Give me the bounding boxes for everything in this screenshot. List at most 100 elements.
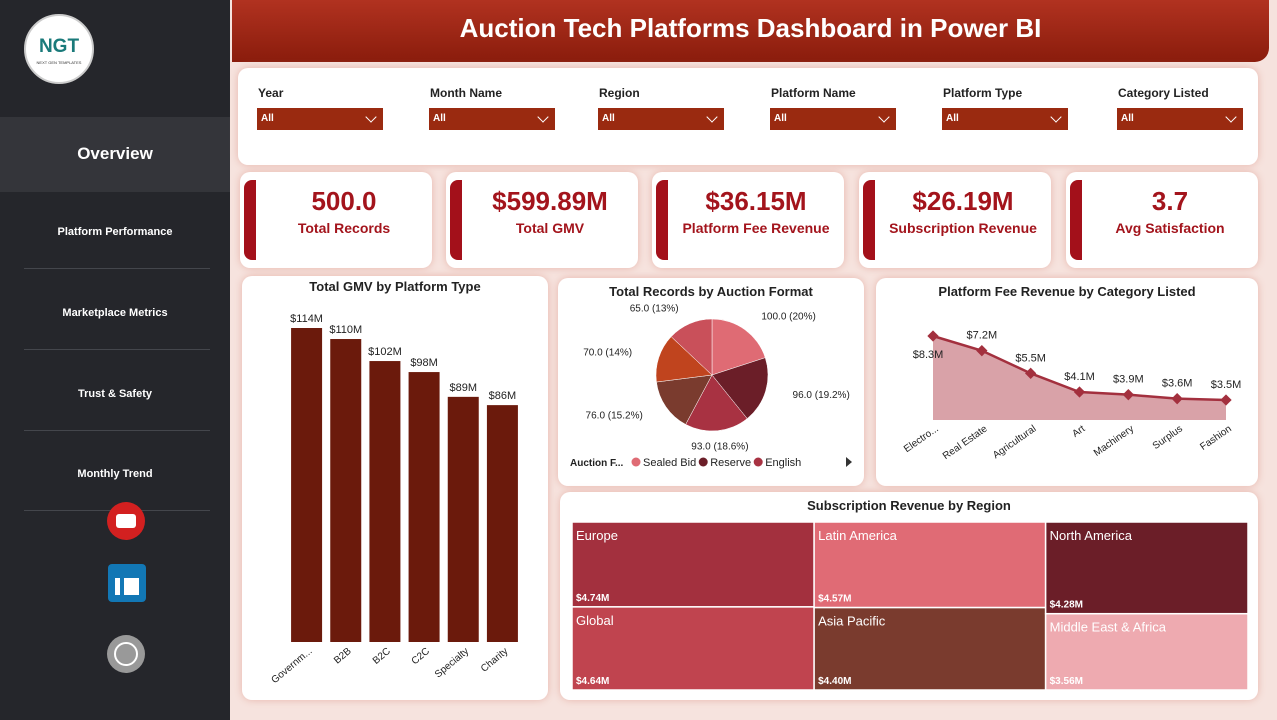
logo: NGT NEXT GEN TEMPLATES (24, 14, 94, 84)
data-label: 96.0 (19.2%) (793, 390, 850, 401)
kpi-card: $599.89M Total GMV (446, 172, 638, 268)
linkedin-glyph (124, 578, 139, 595)
bar (291, 328, 323, 642)
data-label: $110M (329, 324, 362, 336)
treemap-tile (1044, 521, 1249, 615)
data-label: $89M (449, 382, 477, 394)
data-label: $4.28M (1050, 600, 1083, 611)
chart-card: Total Records by Auction Format 100.0 (20… (558, 278, 864, 486)
tile-label: Latin America (818, 528, 898, 543)
kpi-accent (656, 180, 668, 260)
legend-arrow (846, 457, 852, 467)
data-label: $114M (290, 313, 323, 325)
data-label: $4.1M (1064, 371, 1095, 383)
data-label: $8.3M (913, 349, 944, 361)
legend-title: Auction F... (570, 458, 624, 469)
chart-card: Subscription Revenue by Region Europe $4.7… (560, 492, 1258, 700)
data-label: $3.6M (1162, 378, 1193, 390)
bar (447, 396, 479, 642)
tile-label: Asia Pacific (818, 614, 886, 629)
bar (408, 372, 440, 642)
kpi-accent (450, 180, 462, 260)
kpi-label: Subscription Revenue (889, 220, 1037, 236)
kpi-value: 500.0 (311, 186, 377, 216)
filter-dropdown[interactable]: All (942, 108, 1068, 130)
filter-dropdown[interactable]: All (1117, 108, 1243, 130)
data-label: $3.9M (1113, 374, 1144, 386)
area (933, 336, 1226, 420)
kpi-label: Total Records (297, 220, 391, 236)
data-label: $98M (410, 357, 438, 369)
point (1073, 386, 1086, 398)
x-tick-label: B2B (332, 646, 354, 667)
pie-slice (711, 357, 769, 419)
point (1220, 394, 1232, 406)
sidebar: NGT NEXT GEN TEMPLATES Overview Platform… (0, 0, 230, 720)
web-icon[interactable] (107, 635, 145, 673)
kpi-accent (244, 180, 256, 260)
x-tick-label: Real Estate (941, 423, 990, 462)
data-label: 100.0 (20%) (761, 311, 815, 322)
filter-label: Month Name (430, 86, 502, 100)
filter-dropdown[interactable]: All (598, 108, 724, 130)
x-tick-label: Machinery (1092, 423, 1136, 458)
data-label: 93.0 (18.6%) (691, 441, 748, 452)
kpi-value: $599.89M (492, 186, 608, 216)
chart-title: Total Records by Auction Format (609, 284, 813, 299)
tile-label: Global (576, 613, 614, 628)
data-label: $3.5M (1211, 379, 1242, 391)
nav-item[interactable]: Trust & Safety (78, 388, 152, 400)
legend-swatch (631, 457, 641, 467)
nav-item[interactable]: Platform Performance (57, 226, 173, 238)
kpi-value: 3.7 (1151, 186, 1189, 216)
x-tick-label: Fashion (1198, 423, 1233, 452)
chart: Total GMV by Platform Type $114M Governm..… (270, 279, 518, 686)
x-tick-label: Charity (479, 646, 510, 675)
treemap-tile (1044, 612, 1249, 691)
pie-slice (711, 318, 766, 376)
logo-text: NGT (38, 36, 80, 57)
kpi-accent (1070, 180, 1082, 260)
chart-title: Platform Fee Revenue by Category Listed (938, 284, 1195, 299)
nav-item[interactable]: Overview (77, 144, 153, 163)
chart-card: Platform Fee Revenue by Category Listed $… (876, 278, 1258, 486)
chart: Platform Fee Revenue by Category Listed $… (902, 284, 1242, 462)
x-tick-label: Electro... (902, 423, 941, 455)
kpi-value: $26.19M (912, 186, 1014, 216)
data-label: 65.0 (13%) (630, 304, 679, 315)
filter-label: Year (258, 86, 284, 100)
treemap-tile (813, 606, 1047, 691)
tile-label: Middle East & Africa (1050, 620, 1167, 635)
kpi-label: Platform Fee Revenue (682, 220, 830, 236)
x-tick-label: Surplus (1151, 423, 1185, 451)
filter-dropdown[interactable]: All (429, 108, 555, 130)
chart: Subscription Revenue by Region Europe $4.7… (571, 498, 1249, 691)
data-label: $7.2M (967, 330, 998, 342)
kpi-card: $36.15M Platform Fee Revenue (652, 172, 844, 268)
legend-label: Sealed Bid (643, 457, 696, 469)
separator (24, 349, 210, 350)
x-tick-label: B2C (371, 646, 393, 667)
chart-title: Total GMV by Platform Type (309, 279, 480, 294)
filter-label: Region (599, 86, 640, 100)
x-tick-label: Agricultural (991, 423, 1038, 461)
legend-label: English (765, 457, 801, 469)
bar (330, 339, 362, 642)
separator (24, 430, 210, 431)
social-icons (107, 502, 146, 673)
tile-label: North America (1050, 528, 1133, 543)
youtube-glyph (116, 514, 136, 528)
data-label: $4.40M (818, 676, 851, 687)
linkedin-glyph (115, 578, 120, 595)
nav-item[interactable]: Marketplace Metrics (62, 307, 168, 319)
filter-dropdown[interactable]: All (770, 108, 896, 130)
filter-dropdown[interactable]: All (257, 108, 383, 130)
nav-item[interactable]: Monthly Trend (77, 468, 153, 480)
kpi-card: $26.19M Subscription Revenue (859, 172, 1051, 268)
pie-slice (656, 374, 713, 425)
kpi-card: 3.7 Avg Satisfaction (1066, 172, 1258, 268)
pie-slice (685, 374, 748, 432)
chart-card: Total GMV by Platform Type $114M Governm..… (242, 276, 548, 700)
kpi-accent (863, 180, 875, 260)
